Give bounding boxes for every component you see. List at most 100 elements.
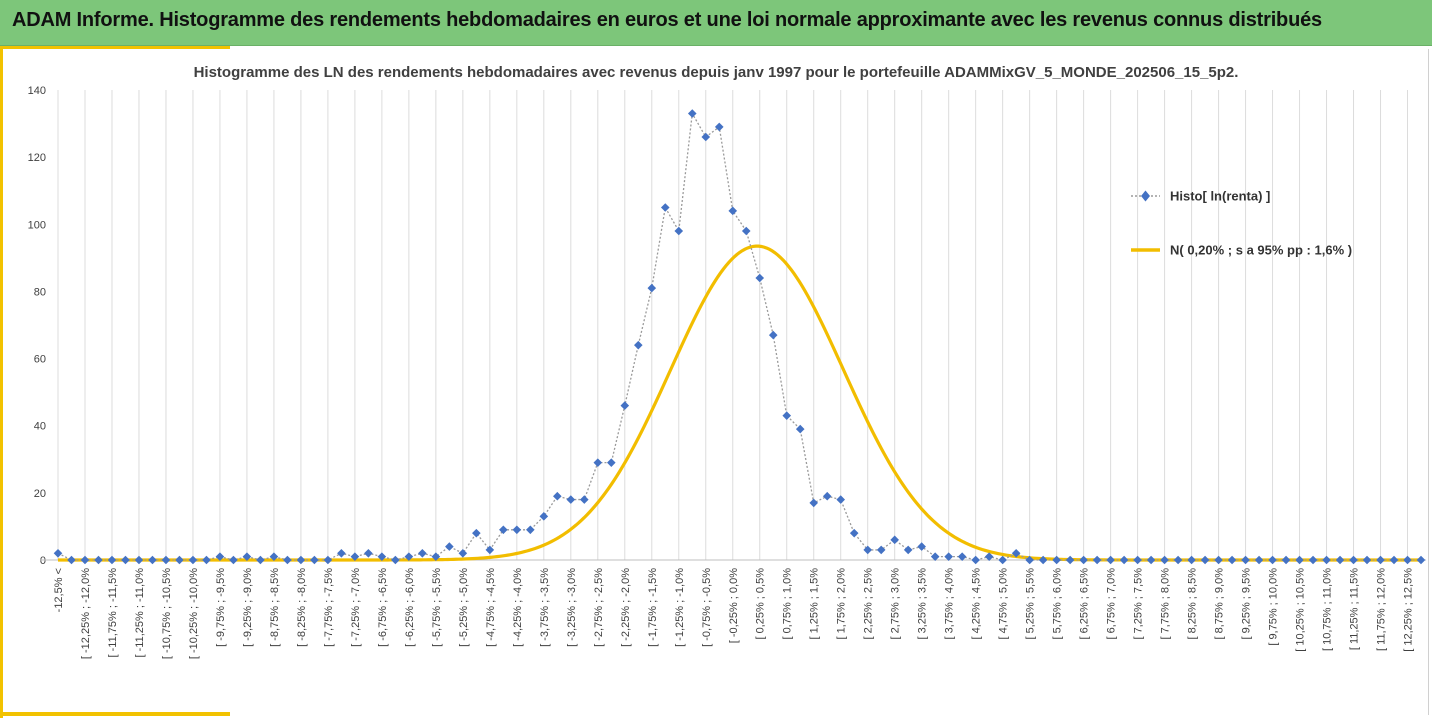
data-point xyxy=(1106,555,1115,565)
data-point xyxy=(809,498,819,508)
x-tick-label: [ -0,75% ; -0,5% xyxy=(701,568,713,647)
data-point xyxy=(283,555,292,565)
data-point xyxy=(998,555,1007,565)
data-point xyxy=(633,340,643,350)
x-tick-label: [ 1,75% ; 2,0% xyxy=(836,568,848,640)
data-point xyxy=(930,552,940,561)
data-point xyxy=(1038,555,1048,565)
x-tick-label: [ -12,25% ; -12,0% xyxy=(80,568,92,659)
data-point xyxy=(364,548,373,558)
data-point xyxy=(256,555,265,565)
x-tick-label: [ 3,25% ; 3,5% xyxy=(917,568,929,640)
data-point xyxy=(606,458,616,467)
data-point xyxy=(377,552,387,561)
x-axis: -12,5% < [ -12,25% ; -12,0% [ -11,75% ; -1… xyxy=(40,559,1426,659)
data-point xyxy=(1268,555,1277,565)
x-tick-label: [ 11,75% ; 12,0% xyxy=(1376,568,1388,651)
accent-bar-left xyxy=(0,46,3,718)
data-point xyxy=(499,525,508,535)
data-point xyxy=(1389,555,1399,565)
data-point xyxy=(863,545,873,555)
data-point xyxy=(741,226,751,236)
data-point xyxy=(1214,555,1223,565)
data-point xyxy=(1403,555,1412,565)
x-tick-label: [ 5,75% ; 6,0% xyxy=(1052,568,1064,640)
data-point xyxy=(175,555,184,565)
data-point xyxy=(701,132,711,142)
data-point xyxy=(660,203,670,212)
y-tick-label: 20 xyxy=(34,488,46,500)
x-tick-label: [ 4,25% ; 4,5% xyxy=(971,568,983,640)
data-point xyxy=(795,424,805,434)
x-tick-label: [ -11,75% ; -11,5% xyxy=(107,568,119,658)
x-tick-label: [ 8,25% ; 8,5% xyxy=(1187,568,1199,640)
data-point xyxy=(876,545,886,555)
x-tick-label: [ -2,25% ; -2,0% xyxy=(620,568,632,647)
x-tick-label: [ 10,75% ; 11,0% xyxy=(1322,568,1334,651)
data-point xyxy=(1335,555,1345,565)
x-tick-label: [ -8,75% ; -8,5% xyxy=(269,568,281,647)
data-point xyxy=(1011,548,1021,558)
data-point xyxy=(161,555,171,565)
data-point xyxy=(107,555,117,565)
x-tick-label: [ 2,75% ; 3,0% xyxy=(890,568,902,640)
data-point xyxy=(391,555,400,565)
data-point xyxy=(984,552,994,561)
x-tick-label: [ 3,75% ; 4,0% xyxy=(944,568,956,640)
x-tick-label: [ -1,25% ; -1,0% xyxy=(674,568,686,647)
x-tick-label: [ -2,75% ; -2,5% xyxy=(593,568,605,647)
x-tick-label: [ 2,25% ; 2,5% xyxy=(863,568,875,640)
data-point xyxy=(458,548,468,558)
data-point xyxy=(1200,555,1210,565)
data-point xyxy=(350,552,360,561)
data-point xyxy=(1052,555,1061,565)
data-point xyxy=(687,109,697,118)
data-point xyxy=(269,552,279,561)
histogram-series-layer xyxy=(53,109,1426,565)
data-point xyxy=(1362,555,1372,565)
x-tick-label: [ 0,75% ; 1,0% xyxy=(782,568,794,640)
y-tick-label: 140 xyxy=(28,85,46,97)
data-point xyxy=(134,555,144,565)
y-tick-label: 60 xyxy=(34,354,46,366)
data-point xyxy=(1281,555,1291,565)
legend: Histo[ ln(renta) ] N( 0,20% ; s a 95% pp… xyxy=(1131,189,1352,258)
data-point xyxy=(1322,555,1331,565)
legend-label-histo: Histo[ ln(renta) ] xyxy=(1170,189,1270,204)
histogram-series-line xyxy=(57,111,1421,561)
x-tick-label: [ -7,25% ; -7,0% xyxy=(350,568,362,647)
data-point xyxy=(323,555,333,565)
chart-frame xyxy=(3,49,1429,715)
data-point xyxy=(849,528,859,538)
data-point xyxy=(539,512,549,521)
y-tick-label: 40 xyxy=(34,421,46,433)
data-point xyxy=(1241,555,1250,565)
data-point xyxy=(418,548,427,558)
x-tick-label: [ -5,75% ; -5,5% xyxy=(431,568,443,647)
x-tick-label: [ -3,75% ; -3,5% xyxy=(539,568,551,647)
data-point xyxy=(1416,555,1426,565)
data-point xyxy=(593,458,603,467)
data-point xyxy=(1254,555,1264,565)
x-tick-label: [ -10,25% ; -10,0% xyxy=(188,568,200,659)
x-tick-label: [ 6,75% ; 7,0% xyxy=(1106,568,1118,640)
data-point xyxy=(53,548,63,558)
data-point xyxy=(1173,555,1183,565)
x-tick-label: [ 6,25% ; 6,5% xyxy=(1079,568,1091,640)
x-tick-label: [ -7,75% ; -7,5% xyxy=(323,568,335,647)
x-tick-label: [ 4,75% ; 5,0% xyxy=(998,568,1010,640)
data-point xyxy=(944,552,953,561)
y-tick-label: 80 xyxy=(34,286,46,298)
page-title: ADAM Informe. Histogramme des rendements… xyxy=(12,9,1322,31)
data-point xyxy=(768,330,778,340)
data-point xyxy=(782,411,792,420)
normal-curve-layer xyxy=(58,244,1421,562)
x-tick-label: [ 1,25% ; 1,5% xyxy=(809,568,821,640)
x-tick-label: [ -4,75% ; -4,5% xyxy=(485,568,497,647)
data-point xyxy=(714,122,724,132)
data-point xyxy=(404,552,414,561)
x-tick-label: [ -0,25% ; 0,0% xyxy=(728,568,740,643)
y-tick-label: 100 xyxy=(28,219,46,231)
data-point xyxy=(553,491,562,501)
x-tick-label: [ -9,25% ; -9,0% xyxy=(242,568,254,647)
